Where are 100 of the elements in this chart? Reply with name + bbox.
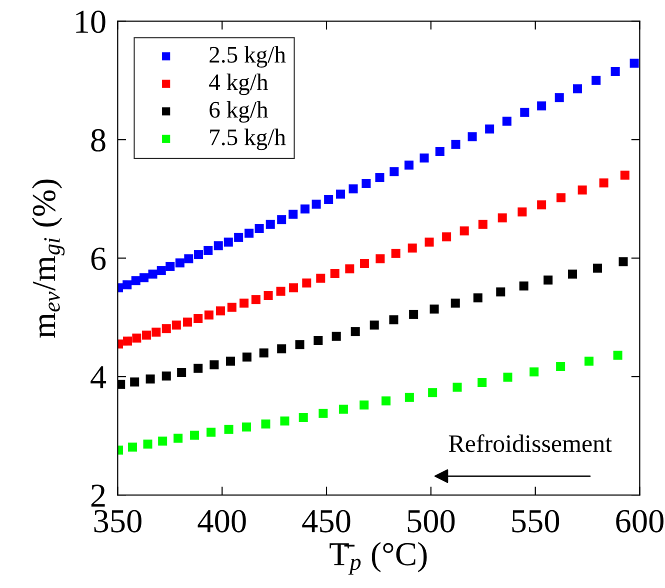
x-tick-label: 400 — [198, 510, 246, 532]
point — [298, 412, 308, 422]
point — [190, 430, 200, 440]
legend-label: 4 kg/h — [209, 74, 268, 96]
point — [350, 327, 360, 336]
point — [360, 400, 369, 410]
point — [578, 186, 587, 195]
point — [451, 140, 460, 149]
point — [244, 228, 254, 238]
point — [430, 304, 439, 314]
y-tick-label: 8 — [91, 129, 106, 152]
point — [254, 224, 264, 234]
point — [175, 258, 184, 268]
point — [424, 238, 434, 247]
point — [316, 274, 326, 283]
point — [277, 344, 286, 354]
point — [573, 84, 582, 94]
point — [348, 184, 358, 194]
point — [468, 132, 477, 142]
point — [330, 269, 340, 278]
point — [143, 440, 152, 449]
point — [498, 213, 507, 222]
point — [234, 232, 244, 242]
point — [408, 244, 417, 253]
point — [409, 310, 418, 319]
point — [442, 232, 452, 242]
point — [216, 306, 225, 316]
point — [174, 434, 183, 443]
point — [360, 258, 370, 268]
point — [544, 276, 553, 285]
point — [122, 280, 132, 290]
point — [177, 368, 186, 377]
point — [210, 360, 219, 370]
point — [389, 315, 398, 324]
point — [593, 264, 602, 273]
point — [242, 422, 252, 432]
point — [314, 336, 323, 345]
point — [259, 348, 268, 358]
point — [485, 124, 494, 134]
x-tick-label: 600 — [616, 510, 664, 532]
point — [592, 76, 601, 85]
point — [131, 276, 140, 286]
point — [251, 295, 260, 304]
point — [620, 170, 630, 180]
point — [184, 254, 194, 264]
point — [240, 298, 249, 308]
point — [537, 101, 546, 110]
point — [295, 340, 304, 350]
point — [618, 257, 628, 266]
point — [613, 350, 622, 360]
point — [289, 283, 298, 292]
point — [146, 374, 155, 384]
x-tick-label: 550 — [512, 510, 560, 532]
x-tick-label: 500 — [408, 510, 455, 532]
point — [312, 200, 321, 209]
point — [452, 382, 462, 392]
point — [277, 215, 286, 224]
point — [172, 320, 181, 330]
y-tick-label: 2 — [91, 484, 105, 507]
point — [478, 378, 487, 388]
point — [204, 246, 213, 255]
x-tick-label: 350 — [94, 510, 142, 532]
point — [300, 204, 310, 214]
point — [288, 210, 298, 219]
y-tick-label: 10 — [76, 10, 106, 34]
point — [473, 293, 482, 302]
legend-label: 7.5 kg/h — [210, 128, 286, 150]
point — [264, 290, 273, 300]
point — [336, 190, 346, 199]
point — [537, 200, 546, 210]
point — [610, 67, 620, 76]
annotation: Refroidissement — [448, 434, 612, 452]
point — [242, 352, 252, 362]
point — [450, 298, 460, 308]
point — [302, 278, 312, 288]
point — [204, 310, 214, 320]
point — [214, 241, 223, 250]
point — [420, 154, 429, 163]
point — [261, 420, 270, 429]
point — [276, 286, 286, 296]
point — [162, 372, 171, 381]
x-axis-title: T̄$_{p}$ (°C) — [330, 542, 427, 575]
point — [280, 416, 290, 426]
point — [390, 167, 399, 176]
point — [130, 377, 140, 386]
point — [568, 270, 577, 279]
point — [226, 356, 235, 366]
point — [518, 207, 527, 216]
legend-label: 2.5 kg/h — [210, 46, 286, 68]
point — [132, 334, 142, 343]
point — [266, 220, 275, 229]
point — [194, 314, 203, 324]
point — [519, 281, 528, 290]
point — [435, 147, 444, 156]
point — [404, 392, 414, 402]
point — [224, 424, 234, 434]
point — [502, 116, 512, 126]
point — [166, 262, 175, 271]
point — [382, 396, 391, 406]
point — [158, 436, 168, 446]
